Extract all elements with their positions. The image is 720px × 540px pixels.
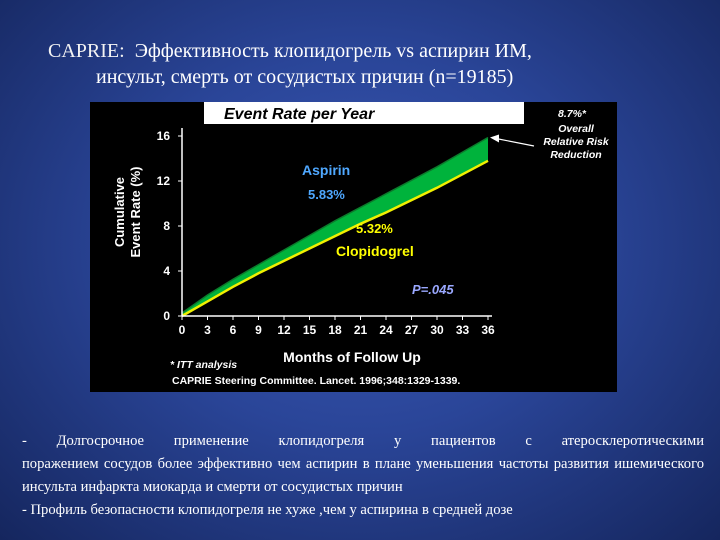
clopidogrel-label: Clopidogrel — [336, 243, 414, 259]
aspirin-band — [182, 137, 488, 316]
bullet-1: - Долгосрочное применение клопидогреля у… — [22, 433, 704, 449]
rrr-arrow-head — [490, 134, 499, 143]
x-tick-label: 24 — [379, 323, 393, 337]
title-lead: CAPRIE: — [48, 40, 125, 62]
title-line-2: инсульт, смерть от сосудистых причин (n=… — [96, 66, 514, 88]
y-tick-label: 12 — [157, 174, 171, 188]
citation: CAPRIE Steering Committee. Lancet. 1996;… — [172, 375, 460, 387]
title-line-1: Эффективность клопидогрель vs аспирин ИМ… — [134, 40, 532, 62]
x-tick-label: 3 — [204, 323, 211, 337]
x-tick-label: 12 — [277, 323, 291, 337]
rrr-arrow — [490, 134, 535, 147]
body-text: - Долгосрочное применение клопидогреля у… — [22, 430, 704, 522]
y-axis-label-line-1: Cumulative — [112, 177, 127, 247]
rrr-arrow-line — [495, 137, 535, 147]
bullet-3: - Профиль безопасности клопидогреля не х… — [22, 502, 513, 518]
x-tick-label: 6 — [230, 323, 237, 337]
x-tick-label: 21 — [354, 323, 368, 337]
p-value-label: P=.045 — [412, 282, 454, 297]
chart-panel: Event Rate per Year Cumulative Event Rat… — [90, 102, 617, 392]
clopidogrel-line — [181, 159, 489, 318]
rrr-line-1: Overall — [558, 123, 595, 135]
itt-footnote: * ITT analysis — [170, 359, 237, 371]
rrr-line-2: Relative Risk — [543, 136, 610, 148]
y-tick-group: 0 4 8 12 16 — [157, 129, 182, 323]
x-tick-label: 18 — [328, 323, 342, 337]
plot-series-group — [181, 136, 489, 318]
x-tick-label: 27 — [405, 323, 419, 337]
chart-title: Event Rate per Year — [224, 106, 375, 123]
x-tick-label: 9 — [255, 323, 262, 337]
y-tick-label: 4 — [163, 264, 170, 278]
rrr-value: 8.7%* — [558, 108, 587, 120]
y-tick-label: 16 — [157, 129, 171, 143]
x-tick-label: 30 — [430, 323, 444, 337]
chart-title-box — [204, 102, 524, 124]
clopidogrel-rate-label: 5.32% — [356, 221, 393, 236]
x-axis-label: Months of Follow Up — [283, 349, 421, 365]
y-tick-label: 8 — [163, 219, 170, 233]
x-tick-label: 0 — [179, 323, 186, 337]
slide-title: CAPRIE: Эффективность клопидогрель vs ас… — [48, 38, 708, 90]
y-tick-label: 0 — [163, 309, 170, 323]
rrr-line-3: Reduction — [550, 149, 601, 161]
event-rate-chart: Event Rate per Year Cumulative Event Rat… — [112, 102, 610, 387]
bullet-2: поражением сосудов более эффективно чем … — [22, 456, 704, 495]
y-axis-label-line-2: Event Rate (%) — [128, 166, 143, 257]
x-tick-label: 15 — [303, 323, 317, 337]
aspirin-rate-label: 5.83% — [308, 187, 345, 202]
aspirin-line — [181, 136, 489, 314]
x-tick-label: 36 — [481, 323, 495, 337]
aspirin-label: Aspirin — [302, 162, 350, 178]
x-tick-group: 0 3 6 9 12 15 18 21 24 27 30 33 36 — [179, 316, 495, 337]
x-tick-label: 33 — [456, 323, 470, 337]
